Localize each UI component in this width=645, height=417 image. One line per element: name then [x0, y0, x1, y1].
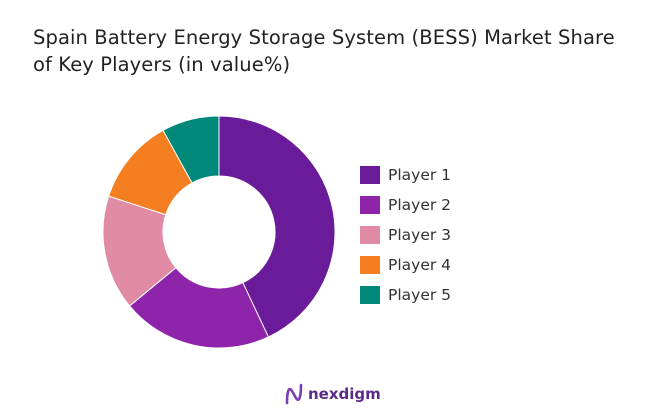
- chart-title: Spain Battery Energy Storage System (BES…: [33, 26, 615, 76]
- legend-swatch: [360, 226, 380, 244]
- donut-slice-5: [162, 115, 220, 184]
- chart-legend: Player 1 Player 2 Player 3 Player 4 Player 5: [360, 164, 451, 314]
- legend-item-5: Player 5: [360, 284, 451, 306]
- brand-name: nexdigm: [308, 385, 381, 403]
- legend-label: Player 3: [388, 226, 452, 244]
- legend-swatch: [360, 196, 380, 214]
- legend-item-3: Player 3: [360, 224, 451, 246]
- nexdigm-logo-icon: [285, 383, 303, 405]
- legend-item-2: Player 2: [360, 194, 451, 216]
- legend-swatch: [360, 166, 380, 184]
- legend-label: Player 4: [388, 256, 452, 274]
- legend-item-4: Player 4: [360, 254, 451, 276]
- legend-item-1: Player 1: [360, 164, 451, 186]
- legend-label: Player 2: [388, 196, 452, 214]
- donut-slice-2: [128, 266, 270, 349]
- legend-swatch: [360, 256, 380, 274]
- legend-swatch: [360, 286, 380, 304]
- donut-slice-1: [218, 115, 336, 338]
- brand-logo: nexdigm: [284, 383, 381, 405]
- legend-label: Player 5: [388, 286, 452, 304]
- legend-label: Player 1: [388, 166, 452, 184]
